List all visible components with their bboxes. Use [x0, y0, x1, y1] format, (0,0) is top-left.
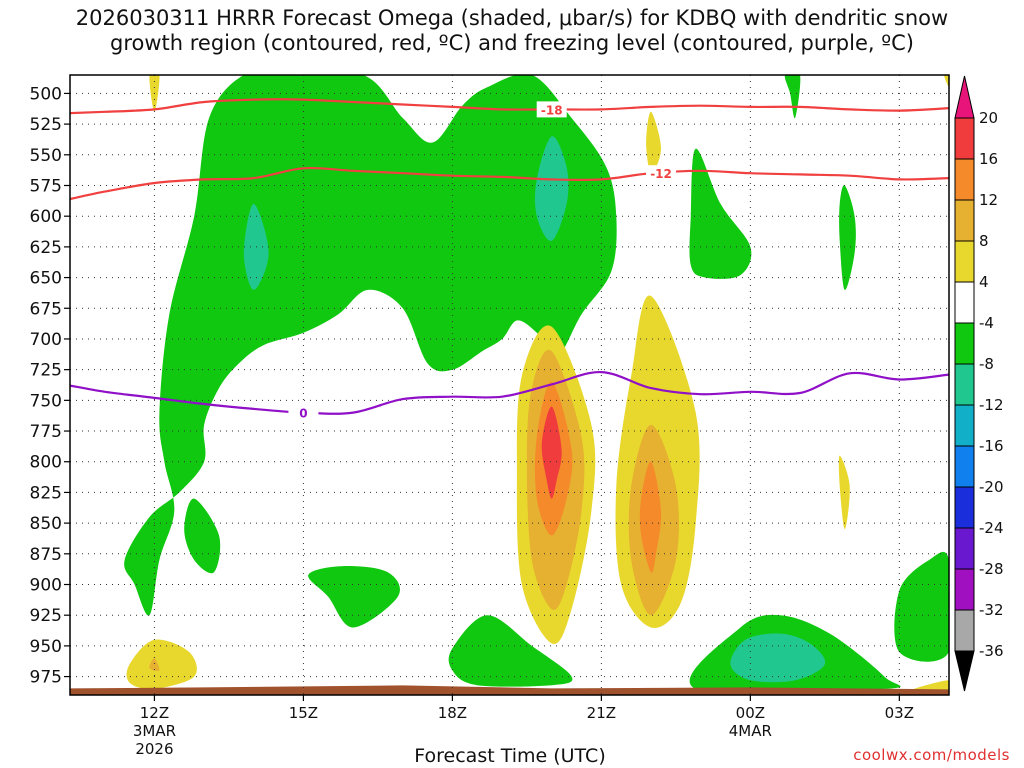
omega-region-upward-motion-midlevel-right [689, 148, 752, 279]
colorbar-label--32: -32 [979, 601, 1004, 619]
ytick-label-775: 775 [30, 422, 62, 442]
xtick-label-21Z: 21Z [587, 704, 616, 722]
omega-region-upward-motion-low-left [308, 566, 400, 628]
xtick-date-3MAR: 3MAR [133, 722, 176, 740]
ytick-label-575: 575 [30, 176, 62, 196]
ytick-label-925: 925 [30, 606, 62, 626]
omega-region-upward-motion-right-narrow [839, 185, 856, 291]
ground-fill [70, 685, 949, 695]
ytick-label-875: 875 [30, 545, 62, 565]
colorbar-bottom-arrow [954, 650, 975, 692]
chart-title: 2026030311 HRRR Forecast Omega (shaded, … [0, 6, 1024, 56]
contour-label-bg-dendritic-minus18 [536, 101, 567, 118]
y-axis: 500 525 550 575 600 625 650 675 700 725 750 775 800 8… [30, 84, 70, 688]
colorbar-bin-12 [954, 568, 975, 611]
ytick-label-625: 625 [30, 238, 62, 258]
colorbar-label-8: 8 [979, 232, 989, 250]
ytick-label-600: 600 [30, 207, 62, 227]
ytick-label-850: 850 [30, 514, 62, 534]
ytick-label-800: 800 [30, 453, 62, 473]
contour-dendritic-minus12 [70, 166, 949, 201]
ytick-label-900: 900 [30, 576, 62, 596]
colorbar-bin-9 [954, 445, 975, 488]
omega-region-downward-motion-col2-peak [639, 461, 662, 573]
colorbar-bin-7 [954, 363, 975, 406]
colorbar-label--16: -16 [979, 437, 1004, 455]
chart-title-line1: 2026030311 HRRR Forecast Omega (shaded, … [75, 6, 949, 30]
ytick-label-700: 700 [30, 330, 62, 350]
credit-link[interactable]: coolwx.com/models [853, 746, 1010, 764]
colorbar: 20 16 12 8 4 -4 -8 -12 -16 -20 -24 -28 -32 -36 [954, 75, 1004, 692]
colorbar-bin-3 [954, 199, 975, 242]
ground-surface [70, 685, 949, 695]
colorbar-bin-6 [954, 322, 975, 365]
xtick-date-4MAR: 4MAR [729, 722, 772, 740]
colorbar-label-16: 16 [979, 150, 998, 168]
colorbar-bin-8 [954, 404, 975, 447]
xtick-label-03Z: 03Z [885, 704, 914, 722]
omega-region-downward-motion-bottom-left [126, 639, 197, 690]
colorbar-label--28: -28 [979, 560, 1004, 578]
ytick-label-950: 950 [30, 637, 62, 657]
xtick-label-18Z: 18Z [438, 704, 467, 722]
contour-label-bg-dendritic-minus12 [646, 165, 677, 182]
contour-label-bg-freezing-level [288, 404, 319, 421]
contour-label-freezing-level: 0 [299, 407, 307, 421]
ytick-label-500: 500 [30, 84, 62, 104]
colorbar-bin-13 [954, 609, 975, 652]
xtick-label-15Z: 15Z [289, 704, 318, 722]
contour-dendritic-minus18 [70, 98, 949, 115]
gridlines [70, 75, 949, 695]
colorbar-bin-10 [954, 486, 975, 529]
colorbar-label-20: 20 [979, 109, 998, 127]
colorbar-bin-1 [954, 117, 975, 160]
colorbar-label-12: 12 [979, 191, 998, 209]
colorbar-label--36: -36 [979, 642, 1004, 660]
colorbar-label--8: -8 [979, 355, 994, 373]
colorbar-bin-4 [954, 240, 975, 283]
ytick-label-975: 975 [30, 668, 62, 688]
omega-region-upward-motion-lower-left [184, 498, 221, 574]
xtick-label-00Z: 00Z [736, 704, 765, 722]
omega-region-downward-motion-bottom-left-core [149, 658, 160, 672]
contour-label-dendritic-minus12: -12 [650, 167, 672, 181]
xtick-year-2026: 2026 [135, 740, 173, 758]
colorbar-label--24: -24 [979, 519, 1004, 537]
omega-region-upward-motion-far-right [894, 551, 949, 662]
omega-region-downward-motion-col1-core [541, 406, 562, 499]
ytick-label-650: 650 [30, 269, 62, 289]
x-axis-label: Forecast Time (UTC) [414, 745, 606, 767]
ytick-label-550: 550 [30, 146, 62, 166]
colorbar-bin-5 [954, 281, 975, 324]
temperature-contours [70, 98, 949, 415]
omega-region-upward-motion-main [124, 75, 617, 616]
ytick-label-725: 725 [30, 361, 62, 381]
ytick-label-525: 525 [30, 115, 62, 135]
ytick-label-825: 825 [30, 483, 62, 503]
colorbar-label--4: -4 [979, 314, 994, 332]
xtick-label-12Z: 12Z [140, 704, 169, 722]
omega-region-downward-motion-narrow-top [646, 111, 661, 174]
chart-title-line2: growth region (contoured, red, ºC) and f… [110, 31, 914, 55]
colorbar-label--12: -12 [979, 396, 1004, 414]
omega-region-upward-motion-bottom [448, 615, 573, 687]
colorbar-top-arrow [954, 75, 975, 119]
colorbar-bin-2 [954, 158, 975, 201]
colorbar-label-4: 4 [979, 273, 989, 291]
colorbar-bin-11 [954, 527, 975, 570]
contour-label-dendritic-minus18: -18 [541, 103, 563, 117]
omega-region-downward-motion-top-right [944, 75, 949, 88]
colorbar-label--20: -20 [979, 478, 1004, 496]
plot-frame [69, 74, 950, 696]
contour-freezing-level [70, 370, 949, 415]
ytick-label-750: 750 [30, 391, 62, 411]
omega-region-upward-motion-teal-center [534, 136, 569, 241]
ytick-label-675: 675 [30, 299, 62, 319]
contour-labels: -18 -12 0 [288, 101, 677, 421]
